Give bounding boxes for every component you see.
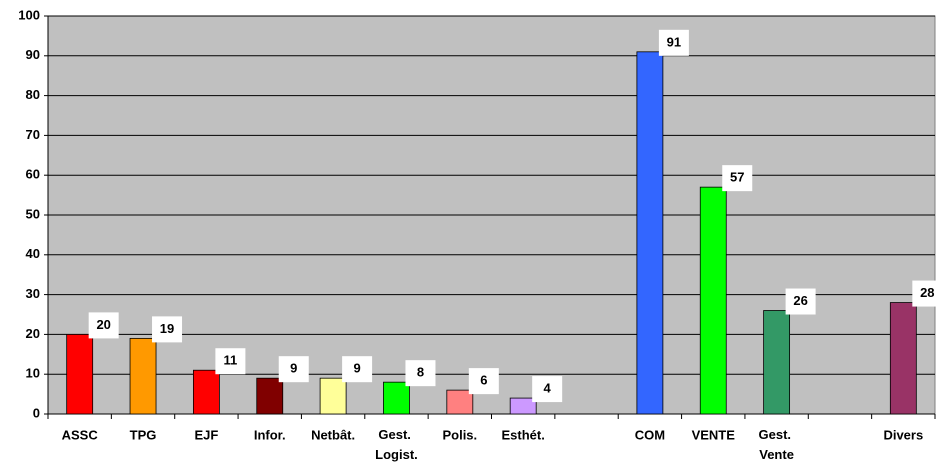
- x-tick-label: Divers: [883, 427, 923, 442]
- x-tick-label: COM: [635, 427, 665, 442]
- x-tick-label: Esthét.: [502, 427, 545, 442]
- data-label: 6: [480, 373, 487, 388]
- data-label: 4: [544, 381, 552, 396]
- y-tick-label: 90: [26, 47, 40, 62]
- data-label: 26: [793, 293, 807, 308]
- y-tick-label: 100: [18, 7, 40, 22]
- x-tick-label: Gest. Logist.: [375, 427, 418, 462]
- data-label-box: [468, 368, 499, 395]
- bar: [383, 381, 410, 415]
- y-tick-label: 70: [26, 127, 40, 142]
- data-label-box: [88, 312, 119, 339]
- data-label: 9: [353, 361, 360, 376]
- data-label: 20: [96, 317, 110, 332]
- data-label-box: [278, 356, 309, 383]
- data-label: 19: [160, 321, 174, 336]
- x-tick-label: Polis.: [442, 427, 477, 442]
- bar: [192, 369, 220, 415]
- y-tick-label: 50: [26, 206, 40, 221]
- bar: [509, 397, 537, 415]
- x-tick-label: TPG: [130, 427, 157, 442]
- data-label-box: [785, 288, 816, 315]
- bar: [129, 337, 157, 415]
- y-tick-label: 60: [26, 167, 40, 182]
- y-tick-label: 30: [26, 286, 40, 301]
- y-tick-label: 80: [26, 87, 40, 102]
- x-tick-label: Netbât.: [311, 427, 355, 442]
- x-tick-label: ASSC: [62, 427, 99, 442]
- y-tick-label: 0: [33, 405, 40, 420]
- bar: [256, 377, 284, 415]
- data-label: 8: [417, 365, 424, 380]
- x-tick-label-line: Logist.: [375, 447, 418, 462]
- data-label: 11: [224, 353, 238, 368]
- bar: [446, 389, 474, 415]
- data-label-box: [658, 29, 689, 56]
- data-label: 91: [667, 34, 681, 49]
- data-label-box: [215, 348, 246, 375]
- x-tick-label-line: Gest.: [378, 427, 414, 442]
- bar: [66, 333, 94, 415]
- x-tick-label-line: Gest.: [759, 427, 795, 442]
- data-label-box: [532, 376, 563, 403]
- x-tick-label-line: Vente: [759, 447, 794, 462]
- x-tick-label: VENTE: [692, 427, 736, 442]
- data-label: 28: [920, 285, 934, 300]
- data-label-box: [152, 316, 183, 343]
- data-label-box: [405, 360, 436, 387]
- data-label: 57: [730, 170, 744, 185]
- bar: [763, 310, 791, 415]
- bar: [636, 51, 664, 415]
- y-tick-label: 20: [26, 326, 40, 341]
- data-label-box: [722, 165, 753, 192]
- x-tick-label: Infor.: [254, 427, 286, 442]
- x-tick-label: Gest. Vente: [759, 427, 795, 462]
- y-tick-label: 40: [26, 246, 40, 261]
- bar: [889, 302, 917, 415]
- data-label-box: [342, 356, 373, 383]
- x-tick-label: EJF: [194, 427, 218, 442]
- data-label: 9: [290, 361, 297, 376]
- bar: [319, 377, 347, 415]
- y-tick-label: 10: [26, 366, 40, 381]
- data-label-box: [912, 280, 936, 307]
- bar: [699, 186, 727, 415]
